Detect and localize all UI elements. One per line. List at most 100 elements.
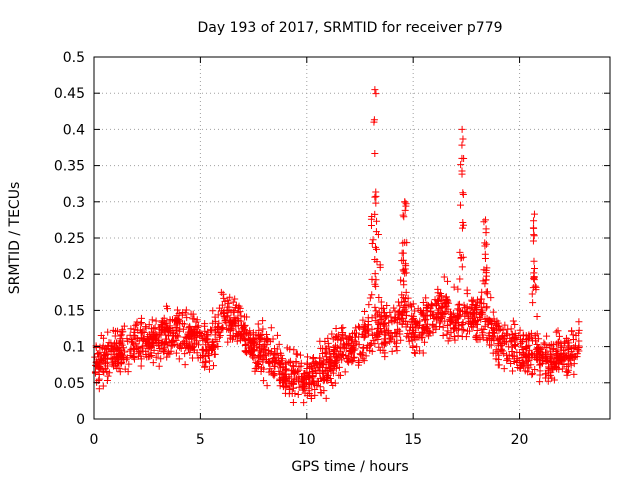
data-point — [547, 340, 555, 348]
y-tick-label: 0.35 — [54, 159, 85, 175]
data-point — [434, 289, 442, 297]
data-point — [481, 280, 489, 288]
data-point — [418, 329, 426, 337]
data-point — [91, 361, 99, 369]
data-point — [374, 335, 382, 343]
data-point — [421, 338, 429, 346]
data-point — [522, 342, 530, 350]
data-point — [456, 201, 464, 209]
data-point — [338, 351, 346, 359]
data-point — [524, 356, 532, 364]
y-tick-label: 0 — [76, 412, 85, 428]
data-point — [329, 369, 337, 377]
data-point — [176, 325, 184, 333]
data-point — [387, 336, 395, 344]
data-point — [277, 351, 285, 359]
y-tick-label: 0.15 — [54, 303, 85, 319]
data-point — [554, 338, 562, 346]
data-point — [283, 344, 291, 352]
data-point — [302, 380, 310, 388]
data-point — [399, 266, 407, 274]
data-point — [476, 299, 484, 307]
data-point — [528, 351, 536, 359]
data-point — [377, 316, 385, 324]
data-point — [371, 280, 379, 288]
data-point — [501, 321, 509, 329]
data-point — [413, 334, 421, 342]
data-point — [321, 367, 329, 375]
data-point — [528, 290, 536, 298]
data-point — [186, 348, 194, 356]
data-point — [366, 346, 374, 354]
data-point — [376, 261, 384, 269]
data-point — [372, 243, 380, 251]
data-point — [411, 349, 419, 357]
data-point — [376, 346, 384, 354]
data-point — [401, 238, 409, 246]
data-point — [494, 356, 502, 364]
data-point — [400, 309, 408, 317]
data-point — [275, 367, 283, 375]
data-point — [163, 353, 171, 361]
x-tick-label: 0 — [90, 432, 99, 448]
data-point — [478, 288, 486, 296]
data-point — [444, 327, 452, 335]
data-point — [483, 303, 491, 311]
data-point — [451, 313, 459, 321]
data-point — [377, 324, 385, 332]
data-point — [499, 347, 507, 355]
data-point — [364, 341, 372, 349]
data-point — [339, 340, 347, 348]
data-point — [204, 332, 212, 340]
data-point — [189, 343, 197, 351]
data-point — [522, 351, 530, 359]
data-point — [387, 329, 395, 337]
data-point — [554, 327, 562, 335]
data-point — [99, 342, 107, 350]
data-point — [530, 231, 538, 239]
data-point — [188, 344, 196, 352]
data-point — [203, 330, 211, 338]
data-point — [95, 385, 103, 393]
data-point — [103, 377, 111, 385]
data-point — [192, 328, 200, 336]
data-point — [340, 341, 348, 349]
data-point — [230, 307, 238, 315]
x-axis-label: GPS time / hours — [291, 459, 408, 475]
data-point — [116, 350, 124, 358]
data-point — [137, 314, 145, 322]
data-point — [548, 354, 556, 362]
grid-lines — [94, 57, 610, 419]
data-point — [170, 340, 178, 348]
data-point — [270, 372, 278, 380]
data-point — [346, 347, 354, 355]
data-point — [410, 349, 418, 357]
data-point — [413, 319, 421, 327]
data-point — [176, 317, 184, 325]
data-point — [208, 346, 216, 354]
data-point — [209, 307, 217, 315]
data-point — [273, 345, 281, 353]
data-point — [230, 314, 238, 322]
data-point — [452, 319, 460, 327]
data-point — [471, 319, 479, 327]
data-point — [250, 347, 258, 355]
data-point — [459, 191, 467, 199]
data-point — [493, 321, 501, 329]
data-point — [545, 364, 553, 372]
data-point — [310, 377, 318, 385]
data-point — [523, 353, 531, 360]
data-point — [443, 302, 451, 310]
data-point — [528, 371, 536, 379]
data-point — [412, 324, 420, 332]
data-point — [490, 327, 498, 335]
data-point — [513, 359, 521, 367]
data-point — [296, 351, 304, 359]
data-point — [139, 342, 147, 350]
data-point — [482, 229, 490, 237]
data-point — [259, 342, 267, 350]
data-point — [439, 323, 447, 331]
data-point — [373, 217, 381, 225]
data-point — [144, 341, 152, 349]
data-point — [341, 368, 349, 376]
